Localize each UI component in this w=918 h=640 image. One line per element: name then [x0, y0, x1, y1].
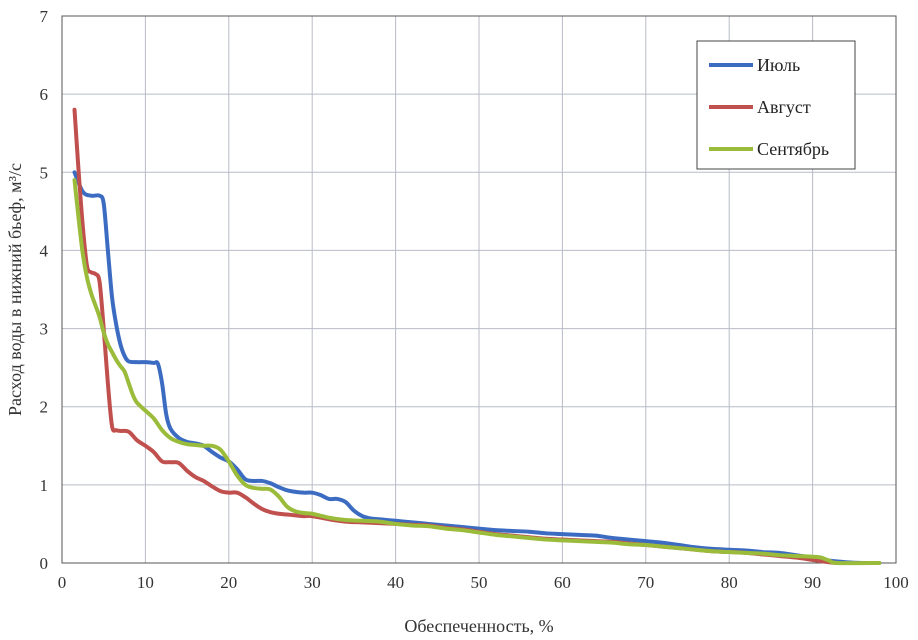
x-axis-title: Обеспеченность, % — [404, 616, 553, 636]
y-axis-title: Расход воды в нижний бьеф, м³/с — [5, 163, 25, 416]
x-tick-label: 80 — [721, 573, 738, 592]
x-tick-label: 70 — [637, 573, 654, 592]
x-tick-label: 10 — [137, 573, 154, 592]
y-tick-label: 1 — [40, 476, 49, 495]
y-tick-label: 7 — [40, 7, 49, 26]
series-line-1 — [72, 170, 882, 566]
x-tick-label: 30 — [304, 573, 321, 592]
y-tick-label: 3 — [40, 320, 49, 339]
y-tick-label: 6 — [40, 85, 49, 104]
x-tick-label: 90 — [804, 573, 821, 592]
series-layer — [72, 107, 882, 566]
x-tick-label: 40 — [387, 573, 404, 592]
x-tick-label: 0 — [58, 573, 67, 592]
legend-entry: Август — [757, 97, 811, 117]
y-tick-label: 2 — [40, 398, 49, 417]
y-tick-label: 5 — [40, 163, 49, 182]
x-tick-label: 20 — [220, 573, 237, 592]
series-line-3 — [72, 178, 882, 566]
plot-area — [61, 15, 897, 564]
legend-entry: Июль — [757, 55, 800, 75]
y-tick-label: 4 — [40, 241, 49, 260]
x-tick-label: 100 — [883, 573, 909, 592]
y-tick-label: 0 — [40, 554, 49, 573]
x-tick-label: 50 — [471, 573, 488, 592]
y-tick-labels: 0 1 2 3 4 5 6 7 — [40, 7, 49, 573]
legend: Июль Август Сентябрь — [696, 40, 856, 170]
x-tick-label: 60 — [554, 573, 571, 592]
x-tick-labels: 0 10 20 30 40 50 60 70 80 90 100 — [58, 573, 909, 592]
legend-entry: Сентябрь — [757, 139, 829, 159]
series-line-2 — [72, 107, 840, 565]
